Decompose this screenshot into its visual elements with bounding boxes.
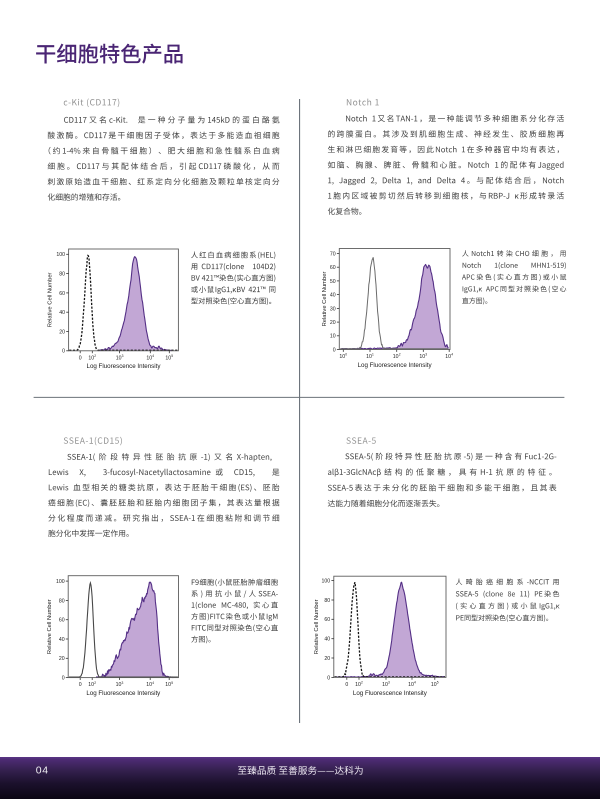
svg-text:10: 10: [146, 355, 152, 361]
svg-text:80: 80: [324, 598, 330, 604]
svg-text:2: 2: [399, 353, 401, 357]
svg-text:60: 60: [324, 617, 330, 623]
svg-text:Relative Cell Number: Relative Cell Number: [314, 599, 320, 654]
svg-text:0: 0: [327, 675, 330, 681]
svg-text:10: 10: [419, 354, 425, 360]
svg-text:60: 60: [330, 265, 336, 271]
svg-text:4: 4: [152, 354, 154, 358]
svg-text:10: 10: [431, 682, 437, 688]
svg-text:1: 1: [372, 353, 374, 357]
svg-text:20: 20: [324, 656, 330, 662]
svg-text:2: 2: [94, 354, 96, 358]
svg-text:0: 0: [333, 347, 336, 353]
svg-text:20: 20: [330, 320, 336, 326]
svg-text:Relative Cell Number: Relative Cell Number: [322, 272, 328, 327]
svg-text:10: 10: [366, 354, 372, 360]
svg-text:40: 40: [59, 310, 65, 316]
svg-text:5: 5: [171, 354, 173, 358]
svg-text:40: 40: [324, 637, 330, 643]
svg-text:20: 20: [59, 329, 65, 335]
svg-text:100: 100: [56, 252, 65, 258]
svg-text:10: 10: [408, 682, 414, 688]
svg-text:2: 2: [94, 681, 96, 685]
svg-text:Relative Cell Number: Relative Cell Number: [48, 272, 54, 327]
svg-text:0: 0: [345, 682, 348, 688]
svg-text:2: 2: [361, 681, 363, 685]
svg-text:04: 04: [36, 765, 49, 777]
svg-text:10: 10: [116, 355, 122, 361]
svg-text:0: 0: [62, 349, 65, 355]
svg-text:Log Fluorescence Intensity: Log Fluorescence Intensity: [353, 690, 428, 697]
svg-text:4: 4: [451, 353, 453, 357]
svg-text:4: 4: [414, 681, 416, 685]
svg-text:100: 100: [56, 579, 65, 585]
svg-text:10: 10: [445, 354, 451, 360]
svg-text:10: 10: [88, 355, 94, 361]
svg-text:60: 60: [59, 291, 65, 297]
svg-text:10: 10: [165, 355, 171, 361]
svg-text:10: 10: [116, 682, 122, 688]
svg-text:Log Fluorescence Intensity: Log Fluorescence Intensity: [87, 363, 162, 370]
svg-text:10: 10: [382, 682, 388, 688]
svg-text:Log Fluorescence Intensity: Log Fluorescence Intensity: [86, 690, 161, 697]
svg-text:10: 10: [146, 682, 152, 688]
svg-text:4: 4: [152, 681, 154, 685]
svg-text:60: 60: [59, 618, 65, 624]
svg-text:30: 30: [330, 306, 336, 312]
svg-text:5: 5: [437, 681, 439, 685]
svg-text:10: 10: [165, 682, 171, 688]
svg-text:10: 10: [339, 354, 345, 360]
svg-text:50: 50: [330, 279, 336, 285]
svg-text:3: 3: [122, 681, 124, 685]
svg-text:70: 70: [330, 251, 336, 257]
svg-text:80: 80: [59, 598, 65, 604]
svg-text:80: 80: [59, 272, 65, 278]
svg-text:10: 10: [330, 334, 336, 340]
svg-text:3: 3: [388, 681, 390, 685]
svg-text:10: 10: [393, 354, 399, 360]
svg-text:Log Fluorescence Intensity: Log Fluorescence Intensity: [358, 362, 433, 369]
svg-text:5: 5: [171, 681, 173, 685]
svg-text:40: 40: [330, 293, 336, 299]
svg-text:Relative Cell Number: Relative Cell Number: [47, 599, 53, 654]
svg-text:0: 0: [79, 682, 82, 688]
svg-text:3: 3: [425, 353, 427, 357]
svg-text:0: 0: [62, 676, 65, 682]
svg-text:0: 0: [79, 355, 82, 361]
svg-text:40: 40: [59, 637, 65, 643]
svg-text:0: 0: [345, 353, 347, 357]
svg-text:10: 10: [88, 682, 94, 688]
svg-text:10: 10: [355, 682, 361, 688]
svg-text:20: 20: [59, 656, 65, 662]
svg-text:100: 100: [322, 579, 331, 585]
svg-text:3: 3: [122, 354, 124, 358]
